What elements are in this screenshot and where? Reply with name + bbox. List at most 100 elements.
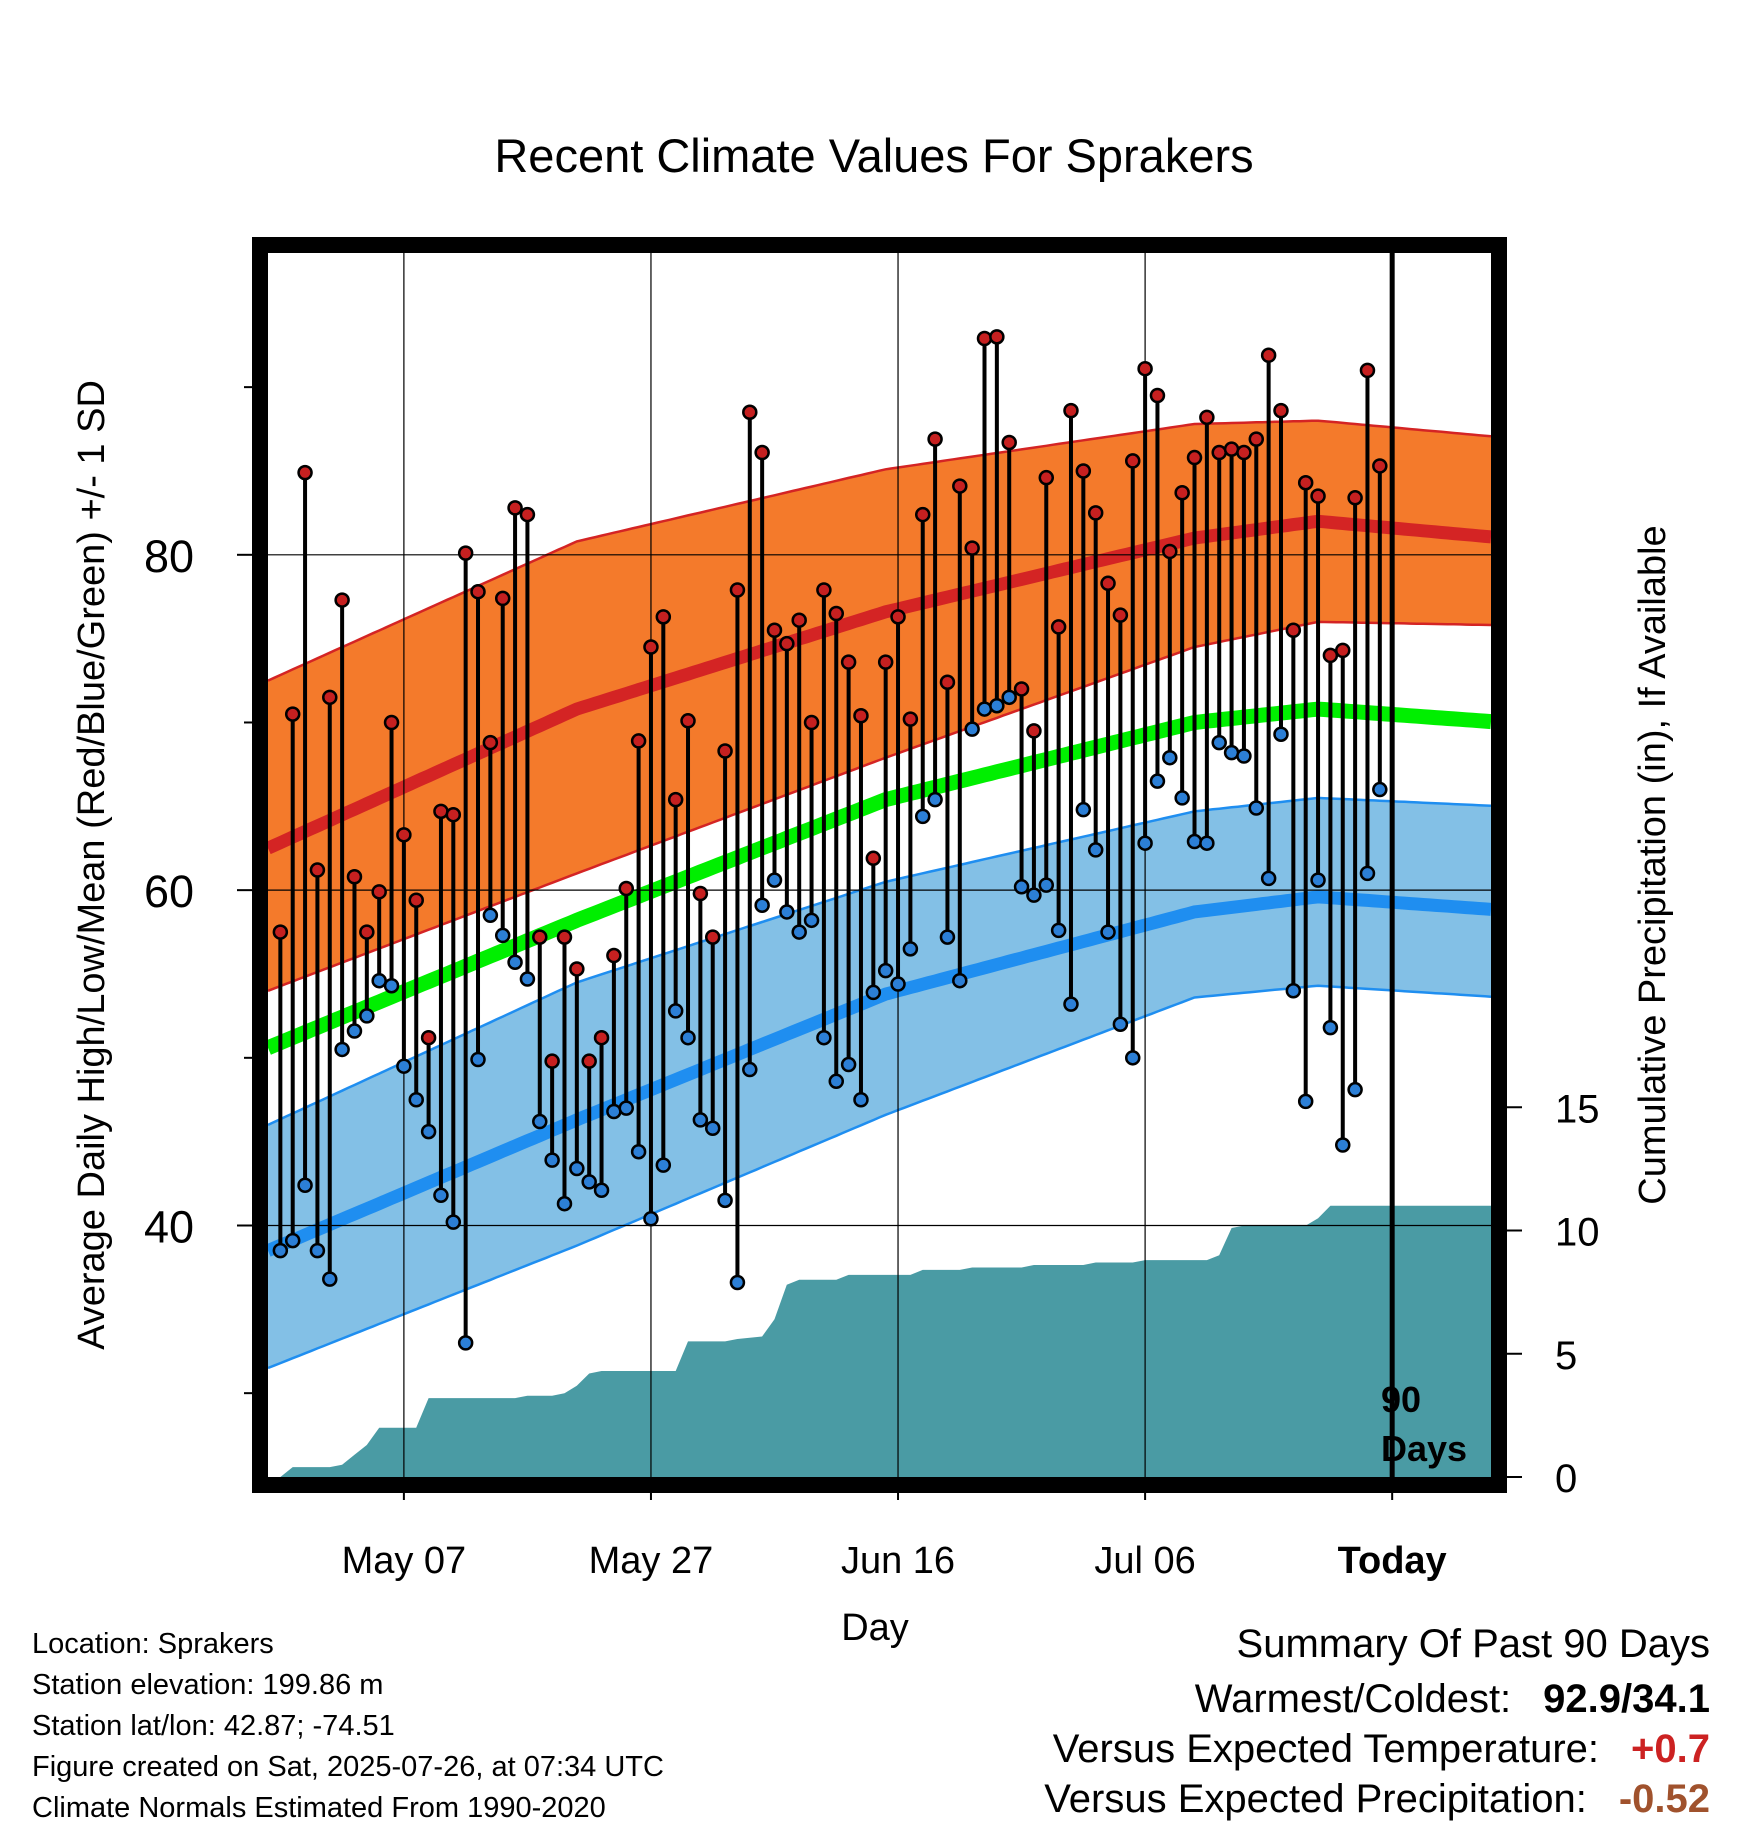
daily-low-point	[272, 1242, 289, 1259]
daily-low-point	[1100, 924, 1116, 940]
daily-high-point	[1162, 543, 1178, 560]
axes: May 07 May 27 Jun 16 Jul 06 Today 40 60 80 0 5 10 1…	[144, 386, 1600, 1582]
daily-high-point	[556, 929, 573, 945]
summary-warmest-row: Warmest/Coldest: 92.9/34.1	[1195, 1677, 1710, 1722]
daily-low-point	[1310, 872, 1326, 888]
daily-high-point	[803, 714, 820, 731]
daily-low-point	[532, 1113, 548, 1130]
daily-high-point	[865, 850, 882, 867]
daily-high-point	[457, 545, 474, 561]
daily-high-point	[569, 961, 585, 977]
daily-high-point	[1223, 441, 1240, 457]
daily-low-point	[396, 1058, 412, 1074]
daily-dots	[272, 329, 1388, 1351]
daily-low-point	[766, 872, 783, 888]
daily-low-point	[1199, 835, 1215, 851]
y2-tick-label: 10	[1555, 1211, 1600, 1255]
daily-high-point	[606, 947, 622, 964]
daily-low-point	[877, 962, 894, 979]
daily-high-point	[408, 892, 424, 908]
daily-low-point	[828, 1073, 845, 1090]
daily-high-point	[1063, 402, 1079, 419]
daily-low-point	[284, 1232, 301, 1249]
daily-low-point	[803, 912, 820, 929]
daily-high-point	[1310, 488, 1326, 504]
daily-high-point	[816, 582, 832, 598]
daily-low-point	[1372, 781, 1388, 798]
daily-low-point	[1013, 879, 1030, 895]
daily-low-point	[1075, 801, 1092, 818]
daily-low-point	[927, 791, 943, 808]
daily-high-point	[519, 506, 536, 523]
low-sd-band-upper-edge	[267, 796, 1492, 1127]
daily-low-point	[371, 972, 387, 989]
daily-low-point	[1001, 689, 1017, 706]
y2-axis-label: Cumulative Precipitation (in), If Availa…	[1632, 525, 1674, 1204]
daily-low-point	[433, 1187, 449, 1204]
y-tick-label: 40	[144, 1201, 194, 1252]
daily-low-point	[420, 1123, 437, 1140]
daily-low-point	[445, 1214, 462, 1230]
daily-high-point	[334, 592, 350, 608]
daily-high-point	[964, 540, 980, 556]
daily-high-point	[1026, 723, 1042, 739]
info-location: Location: Sprakers	[32, 1628, 274, 1660]
daily-low-point	[519, 971, 536, 987]
daily-low-point	[840, 1056, 857, 1073]
daily-high-point	[1248, 431, 1265, 447]
daily-low-point	[569, 1160, 585, 1177]
daily-high-point	[742, 404, 758, 421]
daily-low-point	[1137, 835, 1153, 851]
daily-low-point	[1186, 833, 1203, 850]
daily-low-point	[902, 941, 919, 957]
daily-high-point	[396, 827, 412, 843]
precip-label: Versus Expected Precipitation:	[1044, 1777, 1587, 1821]
daily-low-point	[297, 1177, 313, 1194]
daily-high-point	[779, 635, 795, 652]
daily-high-point	[1335, 642, 1351, 659]
daily-low-point	[717, 1192, 733, 1209]
daily-low-point	[976, 701, 993, 717]
daily-high-point	[754, 444, 770, 461]
daily-low-point	[494, 927, 511, 944]
info-normals: Climate Normals Estimated From 1990-2020	[32, 1792, 606, 1824]
daily-low-point	[655, 1157, 672, 1173]
daily-low-point	[890, 976, 906, 992]
daily-high-point	[1174, 485, 1190, 501]
daily-low-point	[1260, 870, 1277, 887]
today-days-label-line1: 90	[1381, 1379, 1421, 1420]
daily-low-point	[383, 977, 400, 994]
daily-high-point	[692, 885, 709, 902]
daily-high-point	[1149, 387, 1166, 404]
daily-low-point	[359, 1008, 375, 1024]
daily-high-point	[1199, 409, 1215, 426]
summary-temp-row: Versus Expected Temperature: +0.7	[1053, 1727, 1710, 1772]
daily-high-point	[989, 329, 1005, 345]
x-tick-label: May 07	[342, 1540, 467, 1582]
daily-low-point	[606, 1103, 622, 1120]
daily-high-point	[1297, 474, 1314, 491]
daily-high-point	[643, 639, 659, 655]
x-tick-label: Today	[1338, 1540, 1447, 1582]
daily-low-point	[556, 1195, 573, 1212]
daily-low-point	[939, 929, 956, 945]
daily-high-point	[1186, 449, 1203, 466]
daily-low-point	[1112, 1016, 1129, 1033]
y-axis-label: Average Daily High/Low/Mean (Red/Blue/Gr…	[71, 380, 113, 1350]
warmest-label: Warmest/Coldest:	[1194, 1677, 1512, 1721]
daily-low-point	[1063, 996, 1079, 1012]
daily-high-point	[532, 929, 548, 945]
daily-low-point	[742, 1061, 758, 1078]
daily-high-point	[297, 464, 313, 481]
temp-value: +0.7	[1631, 1727, 1710, 1771]
daily-low-point	[1174, 790, 1190, 806]
y-tick-label: 80	[144, 531, 194, 582]
daily-low-point	[581, 1174, 597, 1190]
daily-high-point	[544, 1053, 560, 1069]
daily-low-point	[816, 1029, 832, 1046]
x-tick-label: May 27	[589, 1540, 714, 1582]
daily-low-point	[667, 1003, 684, 1019]
daily-high-point	[1260, 347, 1277, 364]
daily-high-point	[284, 706, 301, 722]
grid-lines	[268, 253, 1491, 1477]
